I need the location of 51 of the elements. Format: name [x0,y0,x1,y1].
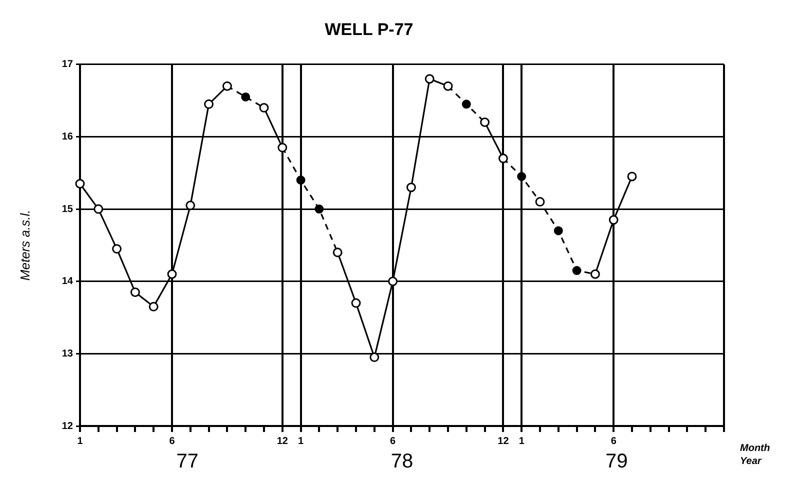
point [517,172,526,181]
point [241,92,250,102]
y-tick-label: 13 [62,348,74,360]
point [148,302,158,312]
point [388,276,398,286]
point [332,248,342,258]
text: 77 [176,450,198,473]
point [572,266,582,276]
point [351,298,361,308]
point [186,200,196,210]
y-tick-label: 17 [62,59,74,70]
point [314,204,324,214]
chart-title: WELL P-77 [324,20,414,39]
point [443,81,453,91]
y-tick-label: 12 [62,420,74,432]
x-tick-label: 1 [298,436,304,447]
x-axis-title: Month Year [740,442,770,467]
point [406,182,416,192]
point [590,269,600,279]
point [75,178,85,188]
text: 78 [390,450,414,473]
point [627,172,637,182]
point [370,352,380,362]
x-tick-label: 12 [498,436,510,447]
point [480,118,490,128]
point [167,269,177,279]
point [130,287,140,297]
point [424,74,434,84]
point [554,226,563,236]
point [462,100,471,109]
y-tick-label: 15 [62,204,74,215]
point [94,204,104,214]
x-tick-label: 6 [610,436,617,447]
point [222,81,232,91]
point [204,99,214,109]
x-tick-label: 1 [77,436,84,447]
x-tick-label: 6 [390,436,396,447]
point [112,244,122,254]
y-axis-title: Meters a.s.l. [17,210,32,281]
x-tick-label: 6 [169,436,176,447]
point [608,215,618,225]
x-tick-label: 12 [276,436,288,447]
point [278,142,288,152]
point [296,176,306,185]
text: 79 [606,450,628,473]
point [535,197,545,207]
y-tick-label: 14 [62,276,74,288]
x-tick-label: 1 [518,436,525,447]
point [498,154,508,164]
y-tick-label: 16 [62,131,74,142]
point [259,103,269,113]
